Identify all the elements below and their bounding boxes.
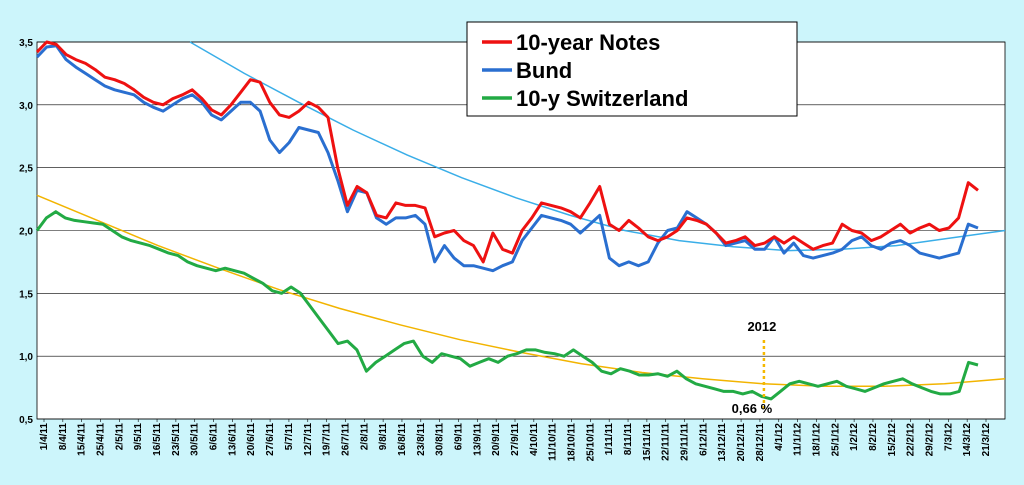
x-tick-label: 5/7/11 <box>284 423 295 451</box>
x-tick-label: 21/3/12 <box>981 423 992 457</box>
legend-item-10-year-notes: 10-year Notes <box>482 30 660 55</box>
x-axis-labels: 1/4/11 8/4/11 15/4/11 25/4/11 2/5/11 9/5/11 16… <box>39 419 992 461</box>
x-tick-label: 11/10/11 <box>548 423 559 461</box>
x-tick-label: 12/7/11 <box>303 423 314 456</box>
x-tick-label: 8/11/11 <box>623 423 634 456</box>
x-tick-label: 22/11/11 <box>661 423 672 461</box>
x-tick-label: 25/10/11 <box>585 423 596 462</box>
x-tick-label: 29/11/11 <box>680 423 691 461</box>
legend-box <box>466 21 798 117</box>
series-10-y-switzerland <box>35 210 979 401</box>
x-tick-label: 1/4/11 <box>39 423 50 451</box>
annotation-2012-label: 2012 <box>747 319 776 334</box>
x-tick-label: 6/12/11 <box>698 423 709 456</box>
annotation-min-label: 0,66 % <box>732 401 773 416</box>
x-tick-label: 27/9/11 <box>510 423 521 456</box>
x-tick-label: 4/1/12 <box>774 423 785 451</box>
x-tick-label: 27/6/11 <box>265 423 276 456</box>
legend: 10-year Notes Bund 10-y Switzerland <box>466 21 798 117</box>
y-tick-label: 3,5 <box>19 38 33 49</box>
x-tick-label: 13/6/11 <box>227 423 238 456</box>
y-tick-label: 2,0 <box>19 227 33 238</box>
x-tick-label: 2/5/11 <box>114 423 125 451</box>
legend-label: Bund <box>516 58 572 83</box>
x-tick-label: 8/4/11 <box>58 423 69 451</box>
x-tick-label: 16/8/11 <box>397 423 408 456</box>
x-tick-label: 29/2/12 <box>924 423 935 457</box>
x-tick-label: 9/5/11 <box>133 423 144 451</box>
x-tick-label: 15/2/12 <box>887 423 898 457</box>
series-10-year-notes <box>35 40 979 264</box>
y-tick-label: 3,0 <box>19 101 33 112</box>
x-tick-label: 28/12/11 <box>755 423 766 462</box>
x-tick-label: 19/7/11 <box>322 423 333 456</box>
y-tick-label: 0,5 <box>19 415 33 426</box>
x-tick-label: 15/4/11 <box>77 423 88 456</box>
legend-item-10-y-switzerland: 10-y Switzerland <box>482 86 688 111</box>
x-tick-label: 4/10/11 <box>529 423 540 456</box>
x-tick-label: 20/9/11 <box>491 423 502 456</box>
x-tick-label: 13/12/11 <box>717 423 728 462</box>
x-tick-label: 22/2/12 <box>906 423 917 457</box>
y-tick-label: 2,5 <box>19 164 33 175</box>
x-tick-label: 18/10/11 <box>567 423 578 462</box>
x-tick-label: 23/5/11 <box>171 423 182 456</box>
x-tick-label: 20/6/11 <box>246 423 257 456</box>
annotations: 2012 0,66 % <box>732 319 777 416</box>
x-tick-label: 6/6/11 <box>209 423 220 451</box>
x-tick-label: 14/3/12 <box>962 423 973 457</box>
x-tick-label: 13/9/11 <box>472 423 483 456</box>
x-tick-label: 7/3/12 <box>943 423 954 451</box>
x-tick-label: 2/8/11 <box>359 423 370 451</box>
x-tick-label: 30/5/11 <box>190 423 201 456</box>
y-tick-label: 1,0 <box>19 352 33 363</box>
x-tick-label: 25/1/12 <box>830 423 841 457</box>
x-tick-label: 23/8/11 <box>416 423 427 456</box>
legend-label: 10-y Switzerland <box>516 86 688 111</box>
legend-label: 10-year Notes <box>516 30 660 55</box>
x-tick-label: 20/12/11 <box>736 423 747 462</box>
series-bund <box>35 44 979 273</box>
series-lines <box>35 40 979 401</box>
x-tick-label: 1/2/12 <box>849 423 860 451</box>
legend-item-bund: Bund <box>482 58 572 83</box>
x-tick-label: 15/11/11 <box>642 423 653 461</box>
y-tick-label: 1,5 <box>19 289 33 300</box>
x-tick-label: 6/9/11 <box>453 423 464 451</box>
x-tick-label: 18/1/12 <box>811 423 822 457</box>
x-tick-label: 26/7/11 <box>340 423 351 456</box>
x-tick-label: 8/2/12 <box>868 423 879 451</box>
x-tick-label: 11/1/12 <box>793 423 804 456</box>
x-tick-label: 9/8/11 <box>378 423 389 451</box>
x-tick-label: 16/5/11 <box>152 423 163 456</box>
y-axis-labels: 0,5 1,0 1,5 2,0 2,5 3,0 3,5 <box>19 38 33 426</box>
x-tick-label: 30/8/11 <box>435 423 446 456</box>
x-tick-label: 1/11/11 <box>604 423 615 456</box>
x-tick-label: 25/4/11 <box>96 423 107 456</box>
